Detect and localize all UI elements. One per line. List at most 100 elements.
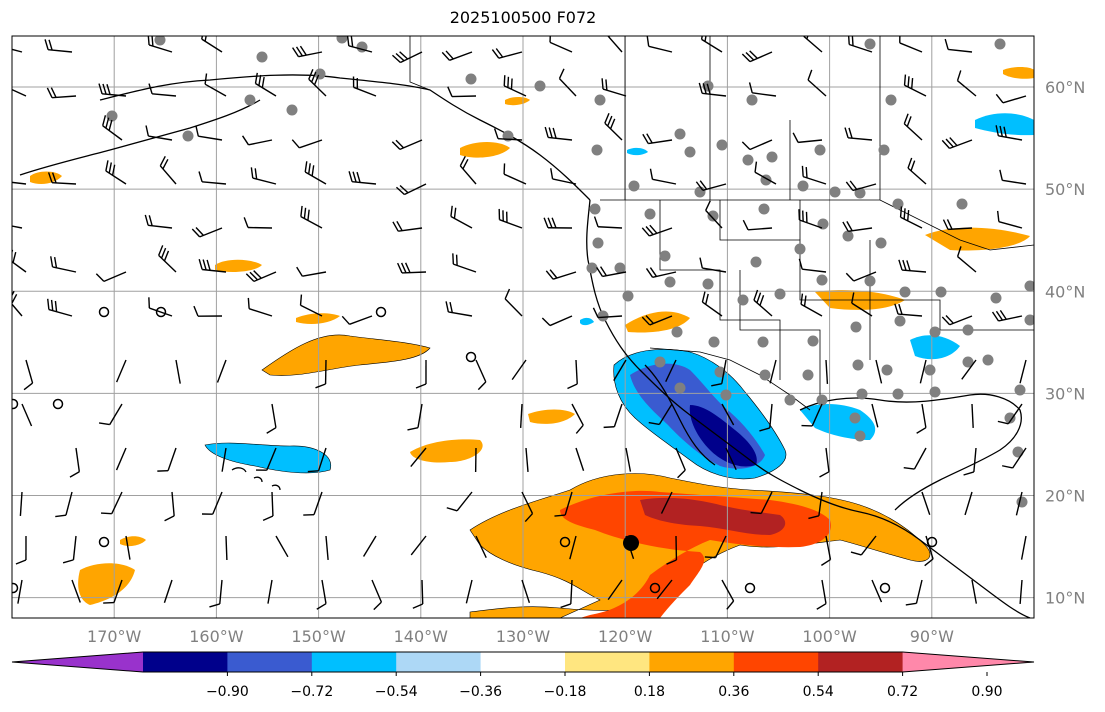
wind-barb <box>195 125 223 141</box>
station-marker <box>644 208 656 220</box>
wind-barb <box>704 535 727 559</box>
wind-barb <box>519 403 523 429</box>
wind-barb <box>308 69 327 97</box>
station-marker <box>802 369 814 381</box>
wind-barb <box>971 403 974 429</box>
wind-barb <box>348 171 377 185</box>
station-marker <box>628 180 640 192</box>
wind-barb <box>266 403 277 434</box>
wind-barb <box>899 36 923 53</box>
wind-barb <box>275 535 289 558</box>
wind-barb <box>446 491 473 512</box>
wind-barb <box>441 50 473 61</box>
wind-barb <box>71 579 81 603</box>
wind-barbs <box>12 36 1027 611</box>
wind-barb <box>543 217 573 229</box>
wind-barb <box>741 139 773 151</box>
wind-barb <box>407 403 423 431</box>
wind-barb <box>103 579 123 604</box>
calm-wind-circle <box>559 536 571 548</box>
colorbar-tick-label: 0.54 <box>803 684 834 700</box>
wind-barb <box>695 180 727 192</box>
anomaly-contour-cool-blob-3 <box>910 335 960 360</box>
longitude-label: 120°W <box>598 627 653 646</box>
positive-anomaly-regions <box>30 67 1034 618</box>
wind-barb <box>148 83 177 97</box>
wind-barb <box>503 163 527 185</box>
wind-barb <box>201 491 223 515</box>
wind-barb <box>250 167 277 185</box>
coastline-hawaii <box>231 467 281 491</box>
wind-barb <box>1020 535 1027 560</box>
calm-wind-circle <box>98 536 110 548</box>
station-marker <box>894 315 906 327</box>
wind-barb <box>62 535 77 564</box>
station-marker <box>982 354 994 366</box>
anomaly-contour-dark-red <box>640 497 786 535</box>
colorbar-max-extension <box>902 652 1034 672</box>
wind-barb <box>648 403 673 426</box>
wind-barb <box>748 82 777 97</box>
anomaly-contour-warm-blob-10 <box>925 227 1030 251</box>
coastline-alaska <box>99 74 591 201</box>
colorbar: −0.90 −0.72 −0.54 −0.36 −0.18 0.18 0.36 0.54 0.7… <box>11 651 1035 700</box>
wind-barb <box>98 403 123 426</box>
station-marker <box>956 198 968 210</box>
wind-barb <box>742 219 773 231</box>
colorbar-segment <box>143 652 228 672</box>
latitude-label: 10°N <box>1045 589 1085 608</box>
wind-barb <box>396 262 427 274</box>
station-marker <box>759 369 771 381</box>
colorbar-segment <box>565 652 650 672</box>
station-marker <box>659 250 671 262</box>
wind-barb <box>391 51 423 64</box>
wind-barb <box>204 73 227 97</box>
station-marker <box>962 324 974 336</box>
wind-barb <box>801 403 823 427</box>
station-marker <box>720 389 732 401</box>
wind-barb <box>55 491 73 518</box>
wind-barb <box>921 491 931 515</box>
wind-barb <box>504 288 523 317</box>
wind-barb <box>554 491 573 517</box>
wind-barb <box>525 447 529 472</box>
wind-barb <box>753 289 773 317</box>
wind-barb <box>325 535 329 560</box>
anomaly-contour-warm-blob-2 <box>296 313 340 324</box>
wind-barb <box>569 535 577 560</box>
station-marker <box>774 288 786 300</box>
wind-barb <box>541 315 573 327</box>
wind-barb <box>645 267 677 278</box>
wind-barb <box>452 253 477 273</box>
wind-barb <box>254 72 277 97</box>
station-marker <box>962 356 974 368</box>
wind-barb <box>944 38 973 53</box>
wind-barb <box>307 447 327 473</box>
colorbar-segment <box>480 652 566 672</box>
station-marker <box>707 210 719 222</box>
latitude-labels: 60°N 50°N 40°N 30°N 20°N 10°N <box>1045 78 1085 608</box>
station-marker <box>829 186 841 198</box>
station-marker <box>807 335 819 347</box>
station-marker <box>864 38 876 50</box>
wind-barb <box>475 535 487 559</box>
station-marker <box>797 180 809 192</box>
wind-barb <box>105 160 127 185</box>
latitude-label: 20°N <box>1045 486 1085 505</box>
coastline-gulf-of-mexico <box>799 393 1022 511</box>
station-marker <box>684 146 696 158</box>
wind-barb <box>69 447 81 478</box>
longitude-labels: 170°W 160°W 150°W 140°W 130°W 120°W 110°W 100°W… <box>87 627 954 646</box>
wind-barb <box>607 579 623 601</box>
station-marker <box>881 364 893 376</box>
station-marker <box>336 36 348 44</box>
wind-barb <box>221 447 227 472</box>
wind-barb <box>705 200 723 229</box>
wind-barb <box>445 301 473 317</box>
wind-barb <box>392 220 423 232</box>
station-marker <box>534 80 546 92</box>
wind-barb <box>341 315 373 325</box>
colorbar-tick-label: 0.72 <box>887 684 918 700</box>
wind-barb <box>262 491 274 522</box>
wind-barb <box>601 78 627 97</box>
